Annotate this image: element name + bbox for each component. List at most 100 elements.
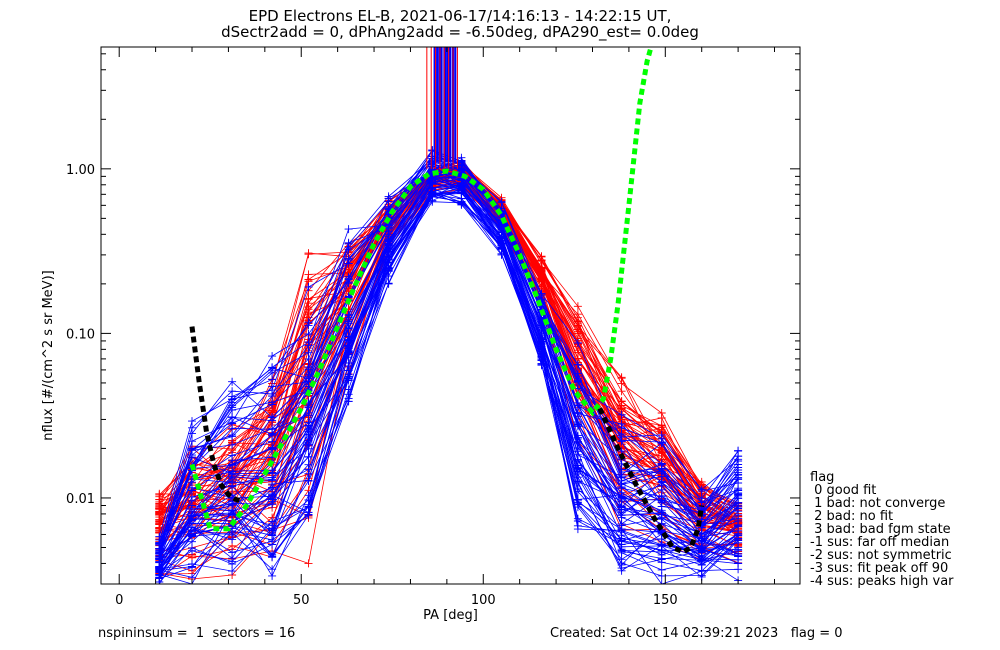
blue-data-point (734, 446, 743, 455)
blue-data-point (573, 339, 582, 347)
blue-spin-line (158, 160, 739, 553)
green-fit-curve (189, 47, 654, 532)
blue-data-point (228, 469, 237, 478)
red-data-point (155, 510, 164, 519)
black-fit-curve (597, 407, 705, 555)
blue-data-point (734, 484, 743, 493)
legend-item: 3 bad: bad fgm state (810, 522, 951, 537)
blue-spin-line (158, 171, 739, 555)
blue-spin-line (158, 177, 739, 560)
blue-data-point (268, 537, 277, 546)
blue-data-point (573, 360, 582, 369)
blue-data-point (734, 522, 743, 531)
blue-data-point (228, 499, 237, 508)
blue-data-point (304, 511, 313, 520)
blue-data-point (537, 322, 546, 330)
blue-data-point (304, 283, 313, 291)
blue-data-point (268, 517, 277, 526)
blue-data-point (268, 565, 277, 574)
blue-data-point (573, 487, 582, 496)
blue-data-point (268, 491, 277, 499)
blue-data-point (268, 524, 277, 533)
red-spin-line (159, 174, 739, 540)
red-data-point (617, 397, 626, 406)
blue-data-point (228, 403, 237, 412)
chart-title-line2: dSectr2add = 0, dPhAng2add = -6.50deg, d… (221, 23, 699, 41)
blue-data-point (617, 536, 626, 545)
blue-data-point (228, 529, 237, 537)
blue-spin-line (159, 193, 739, 579)
blue-data-point (188, 530, 196, 539)
blue-data-point (657, 439, 666, 448)
blue-data-point (304, 469, 313, 478)
blue-data-point (657, 496, 666, 505)
blue-spin-line (158, 158, 739, 541)
blue-data-point (617, 479, 626, 488)
blue-data-point (573, 447, 582, 456)
red-data-point (657, 423, 666, 432)
blue-data-point (304, 477, 313, 486)
blue-data-point (344, 324, 353, 333)
blue-data-point (428, 166, 437, 175)
blue-data-point (188, 563, 196, 572)
red-spin-line (158, 171, 739, 524)
blue-data-point (268, 476, 277, 485)
blue-spin-line (158, 191, 739, 575)
red-data-point (155, 497, 164, 506)
blue-data-point (617, 566, 626, 575)
blue-data-point (304, 321, 313, 330)
blue-data-point (188, 523, 196, 531)
red-data-point (155, 489, 164, 498)
blue-data-point (657, 515, 666, 524)
blue-data-point (697, 561, 706, 570)
blue-data-point (697, 487, 706, 496)
blue-data-point (268, 375, 277, 384)
blue-data-point (384, 272, 393, 281)
blue-data-point (457, 158, 466, 167)
blue-data-point (734, 499, 743, 508)
blue-spin-line (159, 191, 739, 572)
blue-data-point (573, 437, 582, 446)
blue-data-point (697, 553, 706, 562)
blue-data-point (304, 348, 313, 357)
blue-spin-line (158, 163, 739, 554)
chart-title-line1: EPD Electrons EL-B, 2021-06-17/14:16:13 … (248, 7, 672, 25)
blue-data-point (344, 256, 353, 265)
blue-data-point (344, 344, 353, 353)
red-data-point (617, 387, 626, 396)
blue-data-point (228, 478, 237, 487)
blue-data-point (228, 413, 237, 422)
blue-spin-line (159, 173, 739, 568)
blue-data-point (537, 352, 546, 361)
blue-data-point (344, 372, 353, 381)
red-data-point (304, 249, 313, 258)
blue-data-point (344, 311, 353, 320)
red-data-point (573, 325, 582, 334)
blue-data-point (537, 343, 546, 351)
blue-spin-line (159, 187, 739, 584)
blue-data-point (497, 227, 506, 236)
blue-data-point (268, 368, 277, 377)
blue-data-point (304, 460, 313, 469)
blue-data-point (573, 521, 582, 530)
blue-data-point (228, 432, 237, 441)
blue-data-point (344, 279, 353, 288)
blue-data-point (268, 352, 277, 361)
blue-data-point (697, 498, 706, 507)
blue-data-point (304, 411, 313, 420)
blue-data-point (188, 509, 196, 518)
footer-left: nspininsum = 1 sectors = 16 (98, 626, 296, 641)
blue-data-point (228, 456, 237, 465)
blue-data-point (617, 420, 626, 428)
red-data-point (537, 263, 546, 272)
red-data-point (657, 448, 666, 457)
red-data-point (617, 374, 626, 383)
blue-data-point (657, 565, 666, 574)
legend-item: 2 bad: no fit (810, 509, 894, 524)
blue-spin-line (158, 193, 739, 584)
blue-data-point (734, 466, 743, 474)
y-tick-label: 1.00 (66, 163, 95, 178)
blue-data-point (573, 408, 582, 417)
blue-data-point (228, 387, 237, 396)
blue-data-point (697, 544, 706, 553)
